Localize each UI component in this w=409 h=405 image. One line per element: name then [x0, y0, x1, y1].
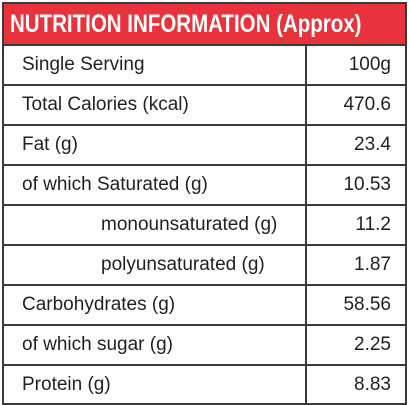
value: 8.83	[354, 374, 391, 395]
row: of which Saturated (g) 10.53	[4, 165, 405, 206]
value: 10.53	[306, 165, 405, 206]
value: 58.56	[306, 285, 405, 326]
row: monounsaturated (g) 11.2	[4, 205, 405, 246]
label: Fat (g)	[4, 125, 307, 166]
header-title: NUTRITION INFORMATION (Approx)	[10, 10, 362, 38]
value: 23.4	[306, 125, 405, 166]
row: Total Calories (kcal) 470.6	[4, 85, 405, 126]
nutrition-table: Single Serving 100g Total Calories (kcal)…	[4, 46, 405, 404]
row: Carbohydrates (g) 58.56	[4, 285, 405, 326]
row: Single Serving 100g	[4, 46, 405, 86]
row: Protein (g) 8.83	[4, 365, 405, 404]
label: polyunsaturated (g)	[4, 245, 307, 286]
row: Fat (g) 23.4	[4, 125, 405, 166]
label: monounsaturated (g)	[4, 205, 307, 246]
label: Single Serving	[4, 46, 307, 86]
value: 2.25	[306, 325, 405, 366]
value: 11.2	[306, 205, 405, 246]
label: of which Saturated (g)	[4, 165, 307, 206]
row: polyunsaturated (g) 1.87	[4, 245, 405, 286]
header: NUTRITION INFORMATION (Approx)	[4, 4, 405, 46]
label: of which sugar (g)	[4, 325, 307, 366]
label: Protein (g)	[4, 365, 307, 404]
value: 1.87	[306, 245, 405, 286]
value: 100g	[306, 46, 405, 86]
value: 470.6	[306, 85, 405, 126]
label: Carbohydrates (g)	[4, 285, 307, 326]
label: Total Calories (kcal)	[4, 85, 307, 126]
row: of which sugar (g) 2.25	[4, 325, 405, 366]
